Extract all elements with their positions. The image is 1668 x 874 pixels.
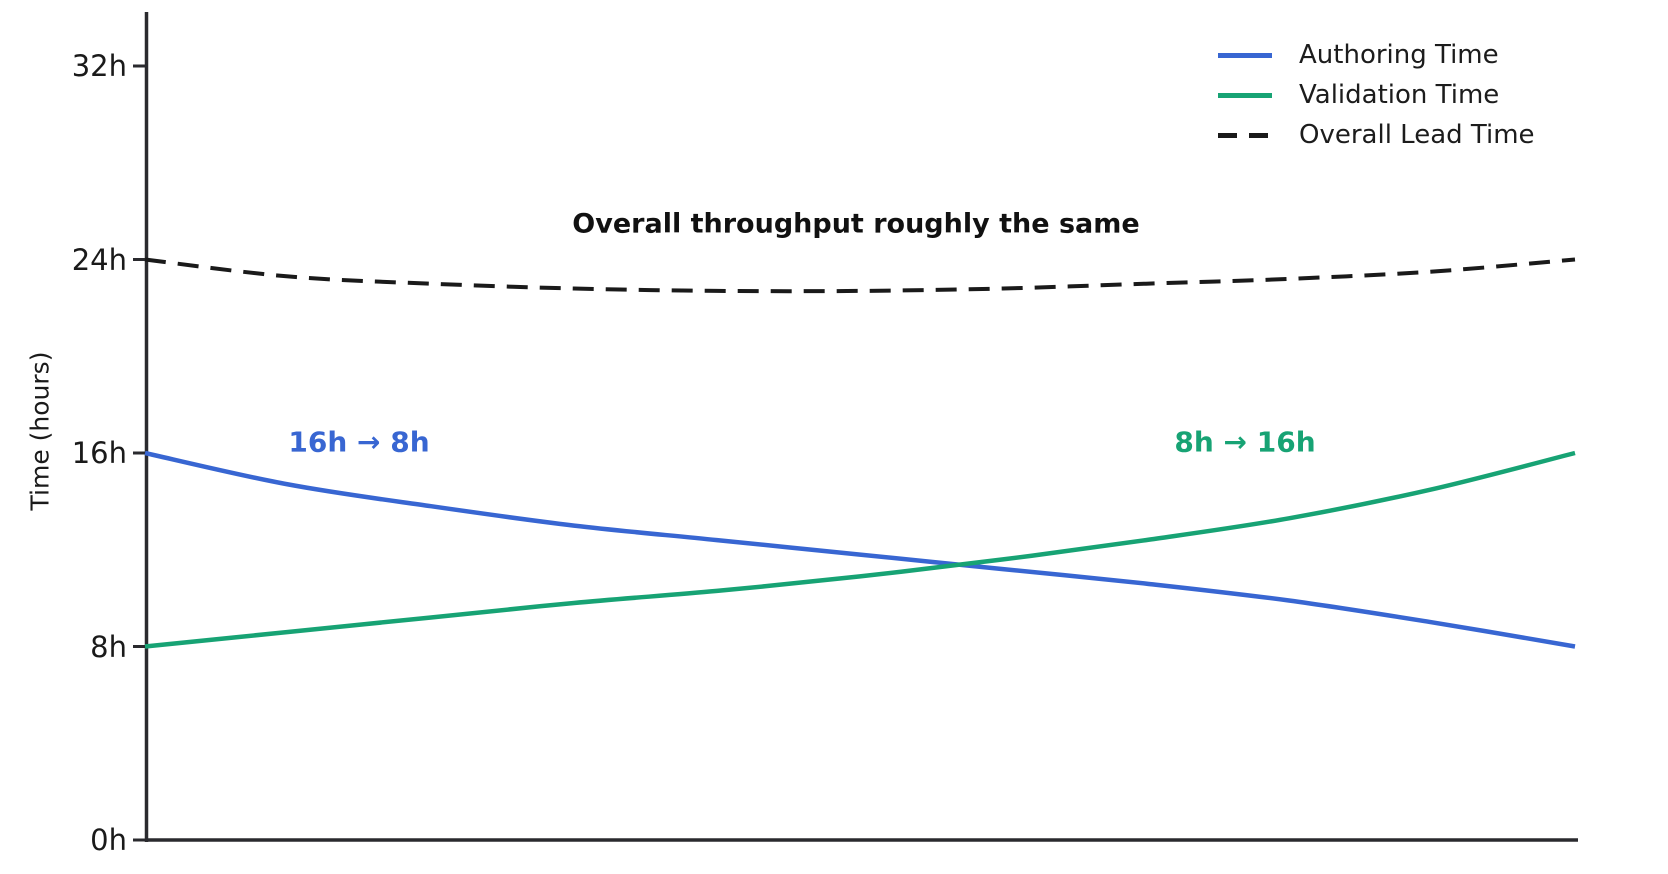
- legend-item-overall-lead-time: Overall Lead Time: [1218, 115, 1535, 155]
- legend-label: Validation Time: [1299, 80, 1500, 110]
- annotation-authoring-change: 16h → 8h: [288, 425, 430, 459]
- validation-time-line: [144, 450, 1576, 649]
- legend-label: Authoring Time: [1299, 40, 1499, 70]
- chart-series-lines: [144, 257, 1576, 649]
- legend-item-authoring-time: Authoring Time: [1218, 35, 1535, 75]
- annotation-validation-change: 8h → 16h: [1174, 425, 1316, 459]
- y-tick-label: 24h: [71, 242, 127, 277]
- y-axis-title: Time (hours): [25, 351, 55, 511]
- overall-lead-time-line: [144, 257, 1576, 294]
- annotation-overall-throughput: Overall throughput roughly the same: [572, 208, 1140, 240]
- validation-line-swatch-icon: [1218, 92, 1272, 98]
- legend: Authoring Time Validation Time Overall L…: [1218, 35, 1535, 155]
- legend-label: Overall Lead Time: [1299, 120, 1535, 150]
- lead-dashed-line-swatch-icon: [1218, 132, 1272, 138]
- authoring-line-swatch-icon: [1218, 52, 1272, 58]
- y-axis-ticks: [133, 64, 146, 842]
- legend-item-validation-time: Validation Time: [1218, 75, 1535, 115]
- y-tick-label: 16h: [71, 436, 127, 470]
- y-tick-label: 0h: [90, 823, 127, 857]
- y-tick-label: 8h: [90, 629, 127, 664]
- y-tick-label: 32h: [71, 49, 127, 83]
- authoring-time-line: [144, 450, 1576, 649]
